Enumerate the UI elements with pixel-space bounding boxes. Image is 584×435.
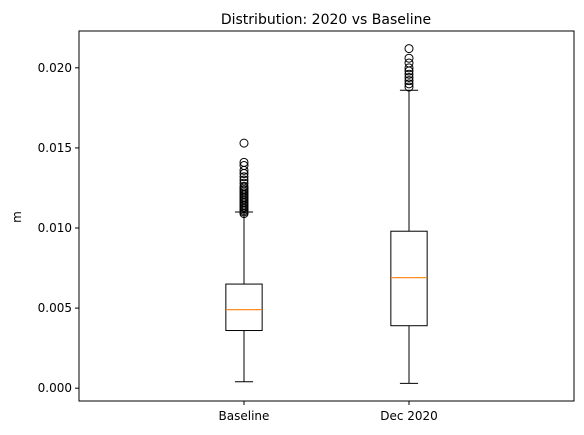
chart-title: Distribution: 2020 vs Baseline: [221, 12, 431, 28]
outlier-point: [404, 82, 414, 92]
outlier-point: [239, 138, 249, 148]
y-tick-label: 0.020: [38, 61, 72, 75]
x-axis: Baseline Dec 2020: [219, 401, 438, 423]
box-baseline: [225, 138, 263, 383]
outlier-point: [239, 161, 249, 171]
outlier-point: [239, 178, 249, 188]
boxes-group: [225, 44, 428, 384]
outlier-point: [404, 79, 414, 89]
y-axis-label: m: [10, 211, 24, 223]
outlier-point: [404, 58, 414, 68]
outlier-point: [404, 76, 414, 86]
outlier-point: [404, 72, 414, 82]
outlier-point: [404, 69, 414, 79]
y-tick-label: 0.015: [38, 141, 72, 155]
outlier-point: [404, 44, 414, 54]
box-dec-2020: [390, 44, 428, 384]
y-axis: 0.000 0.005 0.010 0.015 0.020: [38, 61, 79, 395]
x-tick-label: Baseline: [219, 409, 270, 423]
outlier-point: [239, 175, 249, 185]
x-tick-label: Dec 2020: [380, 409, 438, 423]
y-tick-label: 0.000: [38, 381, 72, 395]
plot-area-frame: [78, 30, 575, 402]
iqr-box: [225, 283, 263, 332]
outlier-point: [239, 181, 249, 191]
outlier-point: [239, 157, 249, 167]
y-tick-label: 0.005: [38, 301, 72, 315]
outlier-point: [404, 63, 414, 73]
outlier-point: [239, 172, 249, 182]
outlier-point: [404, 53, 414, 63]
y-tick-label: 0.010: [38, 221, 72, 235]
iqr-box: [390, 230, 428, 327]
